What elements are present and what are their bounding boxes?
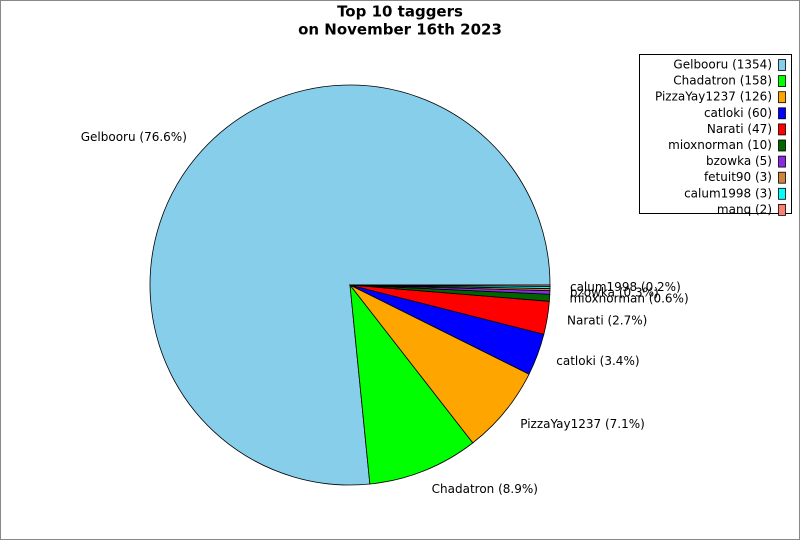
legend-swatch xyxy=(778,155,786,168)
slice-label: bzowka (0.3%) xyxy=(570,286,659,300)
legend-swatch xyxy=(778,123,786,136)
legend-swatch xyxy=(778,59,786,71)
slice-label: Narati (2.7%) xyxy=(567,314,647,328)
legend-swatch xyxy=(778,203,786,216)
slice-label: Chadatron (8.9%) xyxy=(432,482,538,496)
legend-swatch xyxy=(778,75,786,87)
legend-label: mioxnorman (10) xyxy=(668,138,772,152)
legend-label: manq (2) xyxy=(717,202,772,216)
legend-swatch xyxy=(778,91,786,104)
legend-swatch xyxy=(778,171,786,184)
slice-label: Gelbooru (76.6%) xyxy=(81,130,187,144)
legend-swatch xyxy=(778,139,786,152)
pie-slice xyxy=(349,283,474,485)
legend-swatch xyxy=(778,107,786,120)
chart-title: Top 10 taggers xyxy=(337,3,463,21)
legend-label: fetuit90 (3) xyxy=(704,170,772,184)
slice-label: catloki (3.4%) xyxy=(556,354,639,368)
legend-swatch xyxy=(778,187,786,200)
pie-slice xyxy=(349,284,551,287)
legend-label: bzowka (5) xyxy=(706,154,772,168)
slice-label: PizzaYay1237 (7.1%) xyxy=(520,417,645,431)
legend-label: PizzaYay1237 (126) xyxy=(655,90,772,104)
chart-title: on November 16th 2023 xyxy=(298,21,502,39)
legend-label: Narati (47) xyxy=(707,122,772,136)
legend-label: calum1998 (3) xyxy=(684,186,772,200)
legend-label: Gelbooru (1354) xyxy=(673,58,772,72)
legend-label: Chadatron (158) xyxy=(673,74,772,88)
legend-box xyxy=(639,54,792,214)
slice-label: calum1998 (0.2%) xyxy=(570,280,681,294)
legend-label: catloki (60) xyxy=(704,106,772,120)
slice-label: mioxnorman (0.6%) xyxy=(570,292,689,306)
